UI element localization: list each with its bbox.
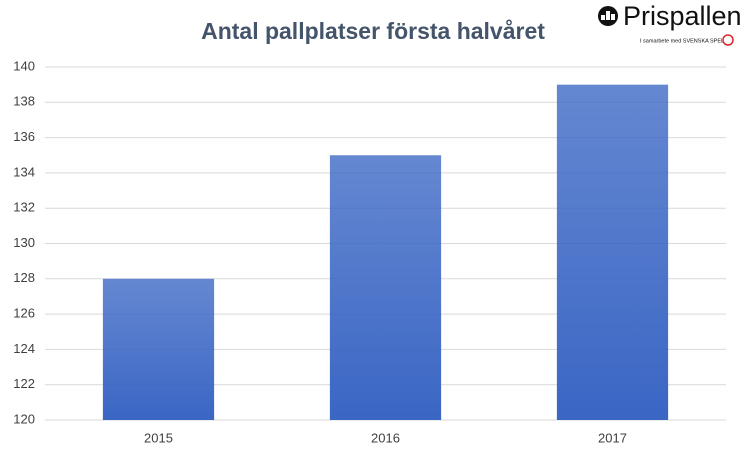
y-tick-label: 122: [13, 376, 35, 391]
y-tick-label: 128: [13, 270, 35, 285]
x-tick-label: 2015: [144, 430, 173, 445]
x-tick-label: 2016: [371, 430, 400, 445]
logo-name: Prispallen: [623, 1, 742, 31]
y-tick-label: 124: [13, 341, 35, 356]
logo-tagline: I samarbete med SVENSKA SPEL: [640, 38, 724, 44]
y-tick-label: 138: [13, 94, 35, 109]
logo: Prispallen I samarbete med SVENSKA SPEL: [598, 1, 742, 46]
bar: [102, 278, 215, 420]
logo-icon: [606, 11, 610, 20]
y-tick-label: 120: [13, 411, 35, 426]
y-tick-label: 126: [13, 306, 35, 321]
bar: [329, 155, 442, 420]
y-tick-label: 134: [13, 164, 35, 179]
bar: [556, 84, 669, 421]
x-tick-label: 2017: [598, 430, 627, 445]
logo-icon: [722, 34, 734, 46]
y-tick-label: 130: [13, 235, 35, 250]
y-tick-label: 140: [13, 58, 35, 73]
chart-title: Antal pallplatser första halvåret: [201, 18, 545, 44]
logo-icon: [611, 14, 615, 20]
logo-icon: [601, 15, 605, 20]
y-tick-label: 132: [13, 200, 35, 215]
y-tick-label: 136: [13, 129, 35, 144]
